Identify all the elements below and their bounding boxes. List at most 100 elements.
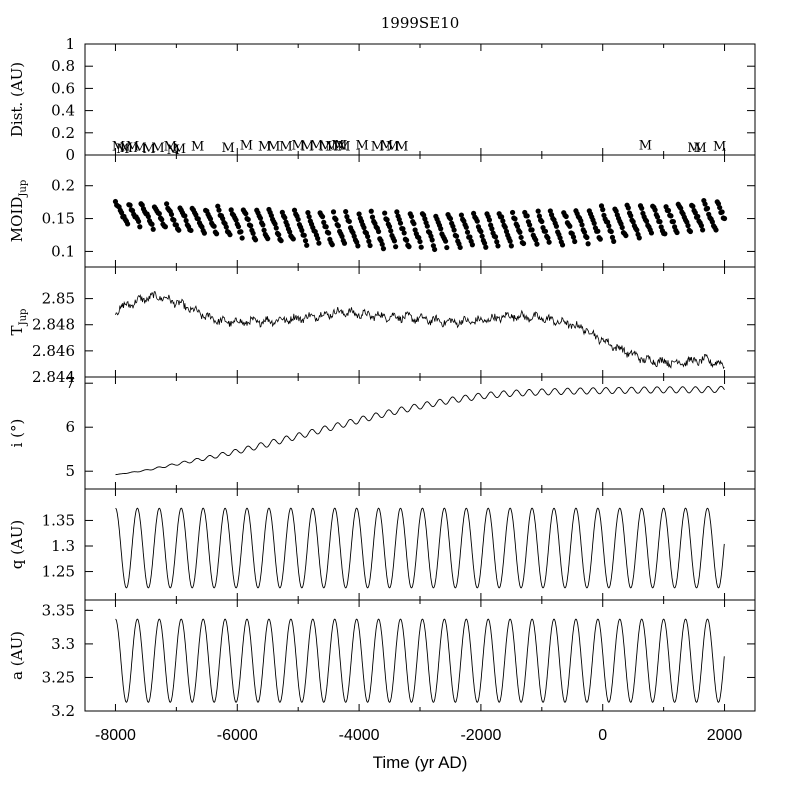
moid-point <box>698 223 705 229</box>
moid-point <box>276 232 282 238</box>
moid-point <box>542 228 549 234</box>
moid-point <box>223 224 229 230</box>
y-tick-label-moid: 0.15 <box>42 210 75 228</box>
x-axis-label: Time (yr AD) <box>373 753 468 772</box>
moid-point <box>215 203 221 209</box>
moid-point <box>469 242 475 248</box>
moid-point <box>252 237 259 243</box>
moid-point <box>329 242 335 248</box>
moid-point <box>299 227 305 233</box>
moid-point <box>553 223 560 229</box>
close-approach-marker: M <box>142 142 155 157</box>
moid-point <box>463 224 469 230</box>
moid-point <box>517 229 523 235</box>
moid-point <box>685 223 691 229</box>
moid-point <box>692 210 698 216</box>
moid-point <box>595 228 601 234</box>
moid-point <box>361 224 367 231</box>
moid-point <box>702 201 708 207</box>
moid-point <box>400 226 406 232</box>
moid-point <box>393 244 399 250</box>
moid-point <box>509 209 516 216</box>
moid-point <box>447 216 454 222</box>
close-approach-marker: M <box>395 140 408 155</box>
moid-point <box>287 229 293 235</box>
x-tick-label: 2000 <box>707 727 743 744</box>
moid-point <box>416 235 422 241</box>
moid-point <box>316 240 322 246</box>
moid-point <box>228 207 234 213</box>
moid-point <box>356 211 362 217</box>
moid-point <box>401 230 407 236</box>
close-approach-marker: M <box>120 141 133 156</box>
panel-tjup: 2.85 2.848 2.846 2.844 TJup <box>8 266 756 386</box>
moid-point <box>321 219 327 226</box>
moid-point <box>344 214 350 220</box>
moid-point <box>508 243 514 249</box>
close-approach-marker: M <box>310 139 323 154</box>
close-approach-marker: M <box>173 142 186 157</box>
y-tick-label-dist: 0.6 <box>51 79 75 97</box>
panel-moid: 0.2 0.15 0.1 MOIDJup <box>8 154 756 268</box>
moid-point <box>458 212 465 218</box>
moid-point <box>478 228 484 235</box>
close-approach-marker: M <box>221 141 234 156</box>
moid-point <box>639 205 645 211</box>
moid-point <box>563 213 569 220</box>
y-tick-label-tjup: 2.844 <box>32 368 75 386</box>
close-approach-marker: M <box>687 141 700 156</box>
y-tick-label-dist: 1 <box>65 35 75 53</box>
y-tick-label-a: 3.35 <box>42 601 75 619</box>
y-tick-label-a: 3.3 <box>51 635 75 653</box>
moid-point <box>261 227 267 233</box>
moid-point <box>260 222 266 228</box>
inclination-series-line <box>115 385 725 476</box>
moid-point <box>182 213 188 219</box>
y-axis-label-sub-moid: Jup <box>18 180 29 198</box>
y-axis-label-dist: Dist. (AU) <box>8 62 26 137</box>
moid-point <box>581 229 588 235</box>
moid-point <box>341 240 348 246</box>
moid-point <box>118 210 125 216</box>
moid-point <box>502 224 508 230</box>
panel-frame-incl <box>84 376 756 490</box>
moid-point <box>137 224 143 230</box>
close-approach-marker: M <box>319 140 332 155</box>
moid-point <box>536 213 542 219</box>
moid-point <box>397 220 404 226</box>
moid-point <box>391 238 398 244</box>
y-axis-label-a: a (AU) <box>8 631 26 680</box>
close-approach-marker: M <box>258 140 271 155</box>
moid-point <box>539 218 545 225</box>
moid-point <box>136 218 142 225</box>
close-approach-marker: M <box>337 140 350 155</box>
x-axis-ticks: -8000 -6000 -4000 -2000 0 2000 <box>95 727 742 744</box>
panel-a: 3.35 3.3 3.25 3.2 a (AU) <box>8 599 756 720</box>
moid-point <box>404 237 410 243</box>
moid-point <box>295 216 301 223</box>
close-approach-marker: M <box>355 139 368 154</box>
moid-point <box>125 221 131 227</box>
x-tick-label: -4000 <box>339 727 380 744</box>
y-tick-label-dist: 0.4 <box>51 102 75 120</box>
moid-point <box>429 237 435 243</box>
moid-point <box>375 228 382 235</box>
moid-point <box>432 246 438 253</box>
close-approach-marker: M <box>380 139 393 154</box>
moid-point <box>704 205 711 211</box>
moid-point <box>149 221 155 227</box>
a-series-line <box>115 618 725 703</box>
moid-point <box>145 213 151 220</box>
moid-point <box>559 242 566 248</box>
moid-point <box>492 234 499 240</box>
moid-point <box>301 232 307 238</box>
moid-point <box>156 211 162 217</box>
moid-point <box>451 227 457 233</box>
close-approach-marker: M <box>126 140 139 155</box>
moid-point <box>386 223 393 230</box>
moid-point <box>495 243 501 249</box>
moid-point <box>250 230 256 236</box>
y-tick-label-tjup: 2.85 <box>42 290 75 308</box>
y-tick-label-moid: 0.2 <box>51 177 75 195</box>
